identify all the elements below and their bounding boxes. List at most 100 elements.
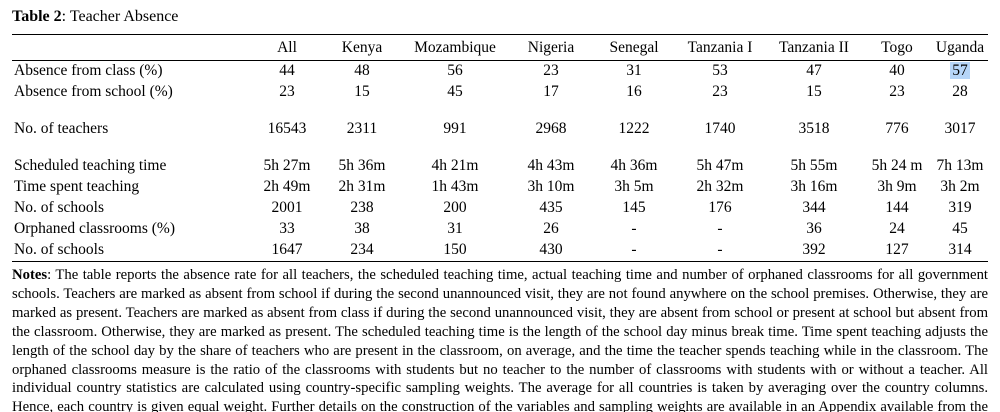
- cell: 31: [447, 220, 463, 237]
- cell: 144: [885, 199, 909, 216]
- table-title: Table 2: Teacher Absence: [12, 7, 988, 27]
- row-label: No. of teachers: [14, 120, 109, 137]
- column-header: Tanzania I: [674, 34, 766, 61]
- table-row: Absence from school (%) 23 15 45 17 16 23 15 23 2…: [12, 82, 988, 103]
- cell: 3h 16m: [790, 178, 838, 195]
- cell: 15: [806, 83, 822, 100]
- column-header: Tanzania II: [766, 34, 862, 61]
- cell: 44: [279, 62, 295, 79]
- cell: 16: [626, 83, 642, 100]
- cell: 23: [279, 83, 295, 100]
- cell: 3h 2m: [940, 178, 980, 195]
- column-header: Togo: [862, 34, 932, 61]
- cell: 1h 43m: [431, 178, 479, 195]
- cell: 45: [447, 83, 463, 100]
- cell: 15: [354, 83, 370, 100]
- column-header: Kenya: [322, 34, 402, 61]
- table-title-caption: : Teacher Absence: [61, 8, 179, 25]
- row-label: Scheduled teaching time: [14, 157, 167, 174]
- cell: 150: [443, 241, 467, 258]
- cell: 23: [712, 83, 728, 100]
- cell: 53: [712, 62, 728, 79]
- cell: 5h 36m: [338, 157, 386, 174]
- table-row: No. of teachers 16543 2311 991 2968 1222 1740 3…: [12, 119, 988, 140]
- cell: 991: [443, 120, 467, 137]
- notes-label: Notes: [12, 267, 48, 283]
- teacher-absence-table: All Kenya Mozambique Nigeria Senegal Tanzania…: [12, 34, 988, 262]
- cell: 2311: [346, 120, 378, 137]
- cell: -: [717, 220, 723, 237]
- cell: 5h 47m: [696, 157, 744, 174]
- column-header: Nigeria: [508, 34, 594, 61]
- cell: 31: [626, 62, 642, 79]
- cell: 2001: [271, 199, 303, 216]
- cell: 36: [806, 220, 822, 237]
- cell: 3h 9m: [877, 178, 917, 195]
- highlighted-cell-value: 57: [950, 62, 970, 79]
- spacer-cell: [12, 103, 988, 119]
- cell: 4h 21m: [431, 157, 479, 174]
- cell: 234: [350, 241, 374, 258]
- cell: 17: [543, 83, 559, 100]
- cell: 430: [539, 241, 563, 258]
- cell: 2h 49m: [263, 178, 311, 195]
- column-header: Senegal: [594, 34, 674, 61]
- cell: 28: [952, 83, 968, 100]
- spacer-row: [12, 140, 988, 156]
- cell: 1222: [618, 120, 650, 137]
- cell: 40: [889, 62, 905, 79]
- row-label: Absence from school (%): [14, 83, 173, 100]
- column-header: All: [252, 34, 322, 61]
- cell: 5h 24 m: [871, 157, 923, 174]
- table-row: No. of schools 2001 238 200 435 145 176 344 144 3…: [12, 198, 988, 219]
- cell: 2h 32m: [696, 178, 744, 195]
- cell: 5h 27m: [263, 157, 311, 174]
- notes-text: : The table reports the absence rate for…: [12, 267, 988, 412]
- row-label: Time spent teaching: [14, 178, 140, 195]
- row-label: No. of schools: [14, 241, 104, 258]
- cell: 238: [350, 199, 374, 216]
- cell: 26: [543, 220, 559, 237]
- cell: 176: [708, 199, 732, 216]
- cell: 392: [802, 241, 826, 258]
- table-row: Scheduled teaching time 5h 27m 5h 36m 4h 21…: [12, 156, 988, 177]
- cell: 314: [948, 241, 972, 258]
- cell: 3h 10m: [527, 178, 575, 195]
- cell: 776: [885, 120, 909, 137]
- cell: 48: [354, 62, 370, 79]
- cell: 24: [889, 220, 905, 237]
- cell: 4h 43m: [527, 157, 575, 174]
- cell: 145: [622, 199, 646, 216]
- cell: 1740: [704, 120, 736, 137]
- table-row: No. of schools 1647 234 150 430 - - 392 127 314: [12, 240, 988, 262]
- cell: 344: [802, 199, 826, 216]
- cell: -: [717, 241, 723, 258]
- cell: 200: [443, 199, 467, 216]
- table-header: All Kenya Mozambique Nigeria Senegal Tanzania…: [12, 34, 988, 61]
- cell: 7h 13m: [936, 157, 984, 174]
- cell: 2h 31m: [338, 178, 386, 195]
- column-header: Mozambique: [402, 34, 508, 61]
- cell: 56: [447, 62, 463, 79]
- row-label: Orphaned classrooms (%): [14, 220, 175, 237]
- table-title-number: Table 2: [12, 8, 62, 25]
- cell: 16543: [267, 120, 307, 137]
- row-label: No. of schools: [14, 199, 104, 216]
- column-header-empty: [12, 34, 252, 61]
- cell: 3518: [798, 120, 830, 137]
- cell: 45: [952, 220, 968, 237]
- row-label: Absence from class (%): [14, 62, 163, 79]
- cell: 319: [948, 199, 972, 216]
- table-row: Orphaned classrooms (%) 33 38 31 26 - - 36 24 45: [12, 219, 988, 240]
- cell: 4h 36m: [610, 157, 658, 174]
- table-header-row: All Kenya Mozambique Nigeria Senegal Tanzania…: [12, 34, 988, 61]
- cell: 3h 5m: [614, 178, 654, 195]
- cell: 2968: [535, 120, 567, 137]
- cell: 57: [932, 61, 988, 83]
- cell: -: [631, 220, 637, 237]
- spacer-cell: [12, 140, 988, 156]
- table-row: Time spent teaching 2h 49m 2h 31m 1h 43m 3h …: [12, 177, 988, 198]
- cell: 23: [543, 62, 559, 79]
- cell: 3017: [944, 120, 976, 137]
